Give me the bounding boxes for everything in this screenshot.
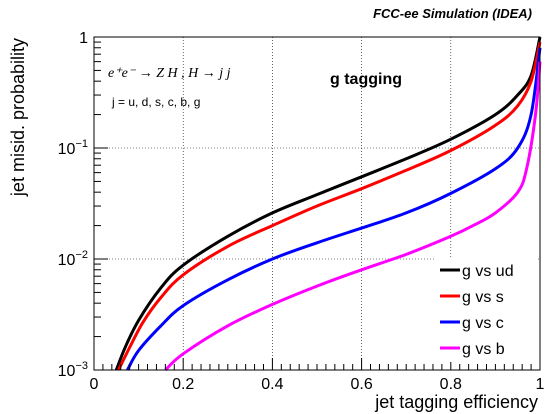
annotation-tagger: g tagging (330, 71, 402, 88)
x-tick-label: 0 (90, 376, 99, 393)
y-tick-labels: 10−3 10−2 10−1 1 (58, 30, 88, 380)
header-title: FCC-ee Simulation (IDEA) (373, 6, 532, 21)
y-tick-label: 10−2 (58, 249, 88, 269)
series-lines (114, 36, 542, 372)
y-tick-label: 1 (79, 30, 88, 47)
y-tick-label: 10−3 (58, 360, 88, 380)
x-tick-label: 0.4 (261, 376, 283, 393)
x-tick-label: 1 (536, 376, 545, 393)
series-line-1 (117, 41, 542, 371)
legend-label-3: g vs b (462, 341, 505, 358)
annotation-process: e⁺e⁻ → Z H , H → j j (108, 66, 231, 81)
x-tick-label: 0.6 (350, 376, 372, 393)
legend-label-1: g vs s (462, 289, 504, 306)
series-line-2 (126, 47, 542, 371)
legend: g vs ud g vs s g vs c g vs b (434, 258, 536, 362)
grid (94, 37, 540, 370)
series-line-3 (164, 61, 542, 372)
x-tick-label: 0.2 (172, 376, 194, 393)
legend-label-0: g vs ud (462, 263, 514, 280)
legend-label-2: g vs c (462, 315, 504, 332)
series-line-0 (114, 36, 542, 371)
x-axis-title: jet tagging efficiency (374, 392, 538, 412)
annotation-flavours: j = u, d, s, c, b, g (111, 95, 200, 109)
legend-box (434, 258, 536, 362)
axis-ticks (93, 36, 541, 371)
x-tick-label: 0.8 (440, 376, 462, 393)
y-axis-title: jet misid. probability (8, 38, 28, 197)
x-tick-labels: 0 0.2 0.4 0.6 0.8 1 (90, 376, 545, 393)
y-tick-label: 10−1 (58, 138, 88, 158)
